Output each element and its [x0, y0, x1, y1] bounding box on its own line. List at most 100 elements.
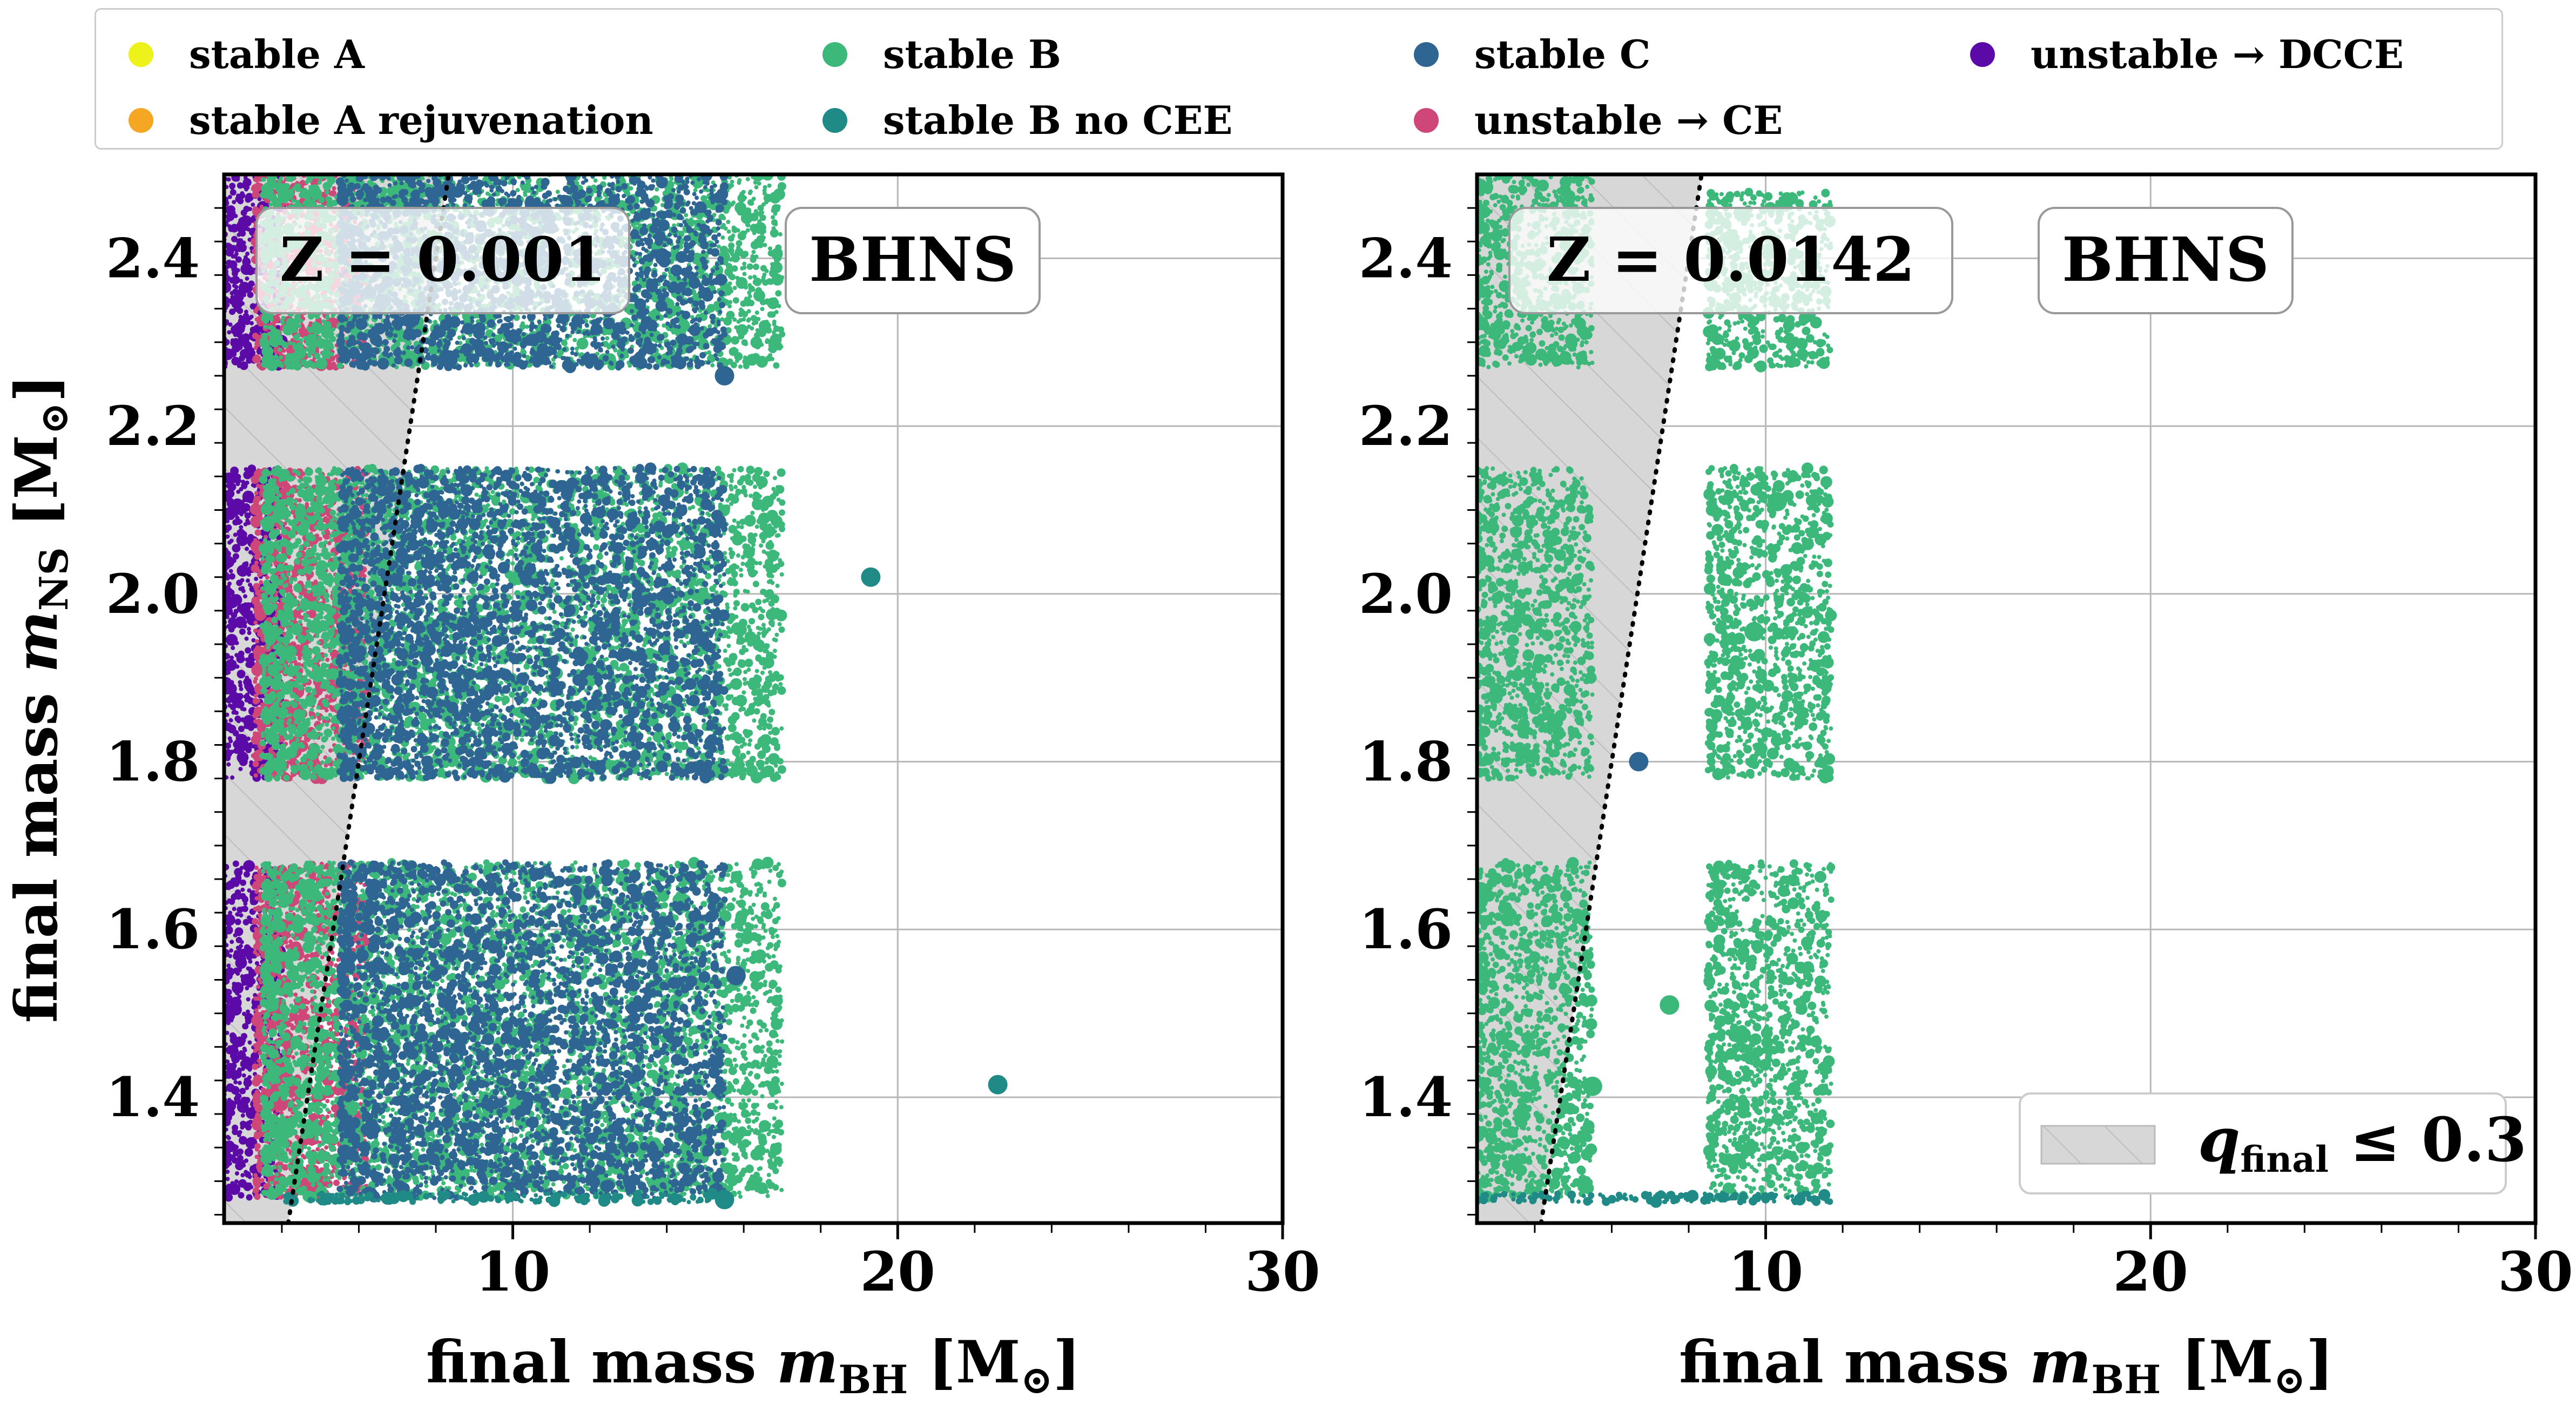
data-point	[225, 524, 232, 531]
data-point	[232, 1144, 238, 1151]
data-point	[282, 936, 286, 941]
data-point	[230, 1018, 234, 1022]
data-point	[253, 761, 259, 767]
data-point	[238, 680, 242, 685]
data-point	[255, 598, 259, 602]
data-point	[317, 1115, 321, 1119]
data-point	[239, 748, 244, 753]
data-point	[253, 698, 259, 705]
data-point	[672, 949, 676, 953]
data-point	[227, 899, 232, 903]
data-point	[251, 1142, 255, 1146]
data-point	[228, 704, 232, 708]
data-point	[245, 546, 249, 551]
data-point	[229, 948, 233, 953]
data-point	[226, 212, 234, 221]
data-point	[243, 594, 247, 598]
data-point	[256, 666, 260, 671]
data-point	[251, 475, 259, 484]
data-point	[251, 744, 255, 748]
data-point	[239, 687, 244, 691]
data-point	[241, 1051, 245, 1056]
data-point	[244, 522, 248, 526]
data-point	[301, 326, 305, 330]
data-point	[328, 748, 333, 753]
data-point	[227, 1184, 233, 1191]
data-point	[225, 1063, 234, 1071]
data-point	[247, 627, 251, 631]
data-point	[253, 881, 258, 886]
data-point	[238, 1193, 242, 1197]
data-point	[254, 510, 258, 514]
data-point	[247, 631, 252, 635]
data-point	[254, 1143, 261, 1150]
data-point	[253, 524, 258, 528]
data-point	[336, 958, 341, 962]
data-point	[248, 865, 253, 869]
data-point	[778, 879, 786, 887]
data-point	[237, 247, 241, 251]
data-point	[228, 1005, 232, 1009]
data-point	[298, 498, 302, 503]
data-point	[772, 1116, 777, 1120]
data-point	[254, 588, 259, 592]
data-point	[238, 1159, 242, 1164]
data-point	[225, 303, 230, 307]
data-point	[226, 597, 238, 609]
data-point	[254, 1193, 261, 1200]
data-point	[235, 912, 239, 916]
data-point	[234, 868, 242, 876]
data-point	[253, 874, 260, 880]
data-point	[561, 1088, 572, 1099]
data-point	[227, 922, 232, 926]
data-point	[245, 661, 252, 668]
data-point	[237, 619, 243, 625]
data-point	[257, 517, 261, 522]
data-point	[244, 319, 251, 325]
data-point	[253, 538, 258, 542]
data-point	[772, 954, 776, 958]
data-point	[237, 670, 246, 678]
data-point	[228, 590, 235, 596]
data-point	[232, 1157, 238, 1164]
data-point	[293, 993, 298, 997]
data-point	[227, 1136, 231, 1140]
data-point	[253, 731, 257, 735]
data-point	[241, 974, 253, 986]
data-point	[306, 1000, 311, 1004]
data-point	[278, 974, 282, 978]
data-point	[257, 364, 261, 368]
data-point	[228, 1162, 232, 1166]
data-point	[239, 913, 243, 917]
data-point	[245, 693, 249, 697]
data-point	[253, 711, 258, 715]
data-point	[291, 1055, 295, 1059]
data-point	[235, 296, 240, 301]
data-point	[239, 315, 243, 319]
data-point	[239, 230, 246, 237]
data-point	[226, 265, 230, 269]
data-point	[232, 264, 236, 268]
data-point	[234, 715, 241, 722]
data-point	[235, 177, 240, 181]
data-point	[232, 692, 236, 696]
data-point	[228, 971, 232, 975]
data-point	[255, 354, 259, 359]
data-point	[240, 717, 245, 721]
data-point	[760, 1045, 765, 1049]
data-point	[772, 1135, 776, 1139]
data-point	[233, 1080, 238, 1084]
data-point	[226, 762, 231, 767]
data-point	[228, 954, 232, 958]
data-point	[232, 344, 240, 353]
data-point	[236, 490, 240, 494]
data-point	[733, 1078, 739, 1085]
data-point	[247, 915, 251, 920]
data-point	[241, 589, 246, 593]
data-point	[238, 1081, 242, 1085]
data-point	[245, 252, 249, 256]
data-point	[242, 491, 254, 503]
data-point	[226, 206, 231, 210]
data-point	[240, 906, 245, 910]
data-point	[232, 893, 237, 897]
